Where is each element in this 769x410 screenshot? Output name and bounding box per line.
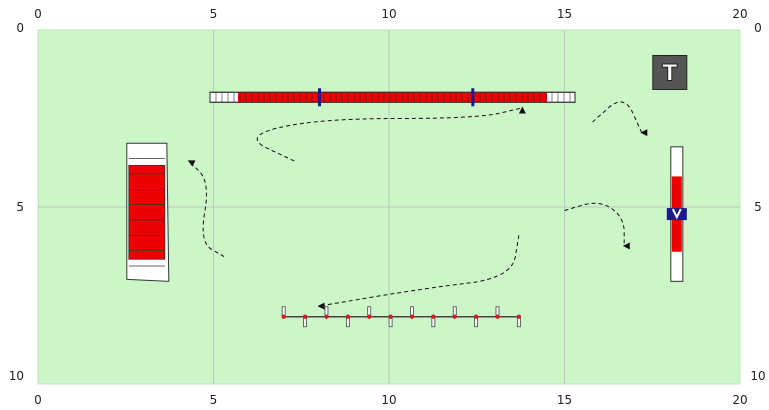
table-label: T [662,61,677,86]
y-tick-label-right: 5 [754,200,762,214]
obstacles: T [126,54,688,328]
path-to-weave [317,235,520,309]
x-tick-label-bottom: 0 [34,393,42,407]
weave-pole-base [473,314,479,319]
weave-pole-base [452,314,457,319]
x-tick-label-top: 10 [381,7,396,21]
y-tick-label-left: 10 [9,369,24,383]
y-tick-label-left: 5 [16,200,24,214]
x-tick-label-bottom: 20 [732,393,747,407]
x-tick-label-bottom: 5 [210,393,218,407]
weave-pole-base [302,314,308,319]
table-box [652,54,688,90]
x-tick-label-bottom: 10 [381,393,396,407]
dog-walk-support [471,88,475,107]
a-frame [126,142,170,282]
weave-pole-base [367,314,372,319]
weave-pole-base [495,314,500,319]
weave-pole-base [431,314,436,319]
weave-pole-base [281,314,286,319]
path-seesaw-exit [564,202,628,248]
x-tick-label-top: 5 [210,7,218,21]
x-tick-label-top: 15 [557,7,572,21]
dog-paths [187,101,643,309]
seesaw-pivot [666,208,687,221]
dog-walk-outline [209,91,576,103]
x-tick-label-bottom: 15 [557,393,572,407]
y-tick-label-right: 0 [754,21,762,35]
dog-walk-support [318,88,322,107]
a-frame-contact-zone [128,164,166,260]
x-tick-label-top: 0 [34,7,42,21]
path-to-seesaw [592,101,643,134]
dog-walk [209,88,576,107]
weave-poles [281,306,522,328]
path-dogwalk-exit [256,105,524,162]
path-to-aframe [187,159,225,257]
weave-pole-base [388,314,393,319]
weave-pole-base [409,314,415,319]
weave-pole-base [345,314,351,319]
weave-pole-base [324,314,329,319]
table: T [652,54,688,90]
y-tick-label-right: 10 [750,369,765,383]
seesaw-arrow-icon [671,208,682,220]
weave-pole-base [516,314,522,319]
y-tick-label-left: 0 [16,21,24,35]
dog-walk-contact-zone [237,92,548,103]
seesaw [666,146,687,282]
x-tick-label-top: 20 [732,7,747,21]
